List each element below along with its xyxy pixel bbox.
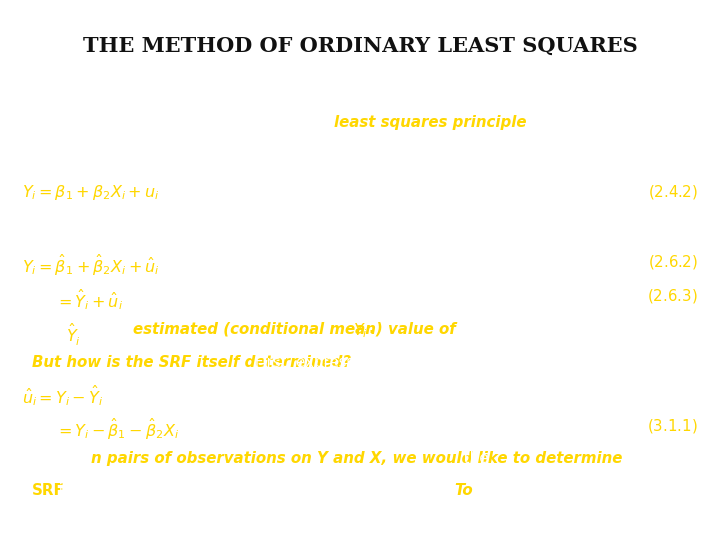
Text: $= Y_i - \hat{\beta}_1 - \hat{\beta}_2 X_i$: $= Y_i - \hat{\beta}_1 - \hat{\beta}_2 X… xyxy=(55,417,179,442)
Text: the: the xyxy=(459,451,488,467)
Text: where: where xyxy=(32,321,83,336)
Text: •: • xyxy=(18,355,27,370)
Text: .: . xyxy=(369,321,374,336)
Text: Recall the two-variable PRF:: Recall the two-variable PRF: xyxy=(32,149,242,164)
Text: .: . xyxy=(465,116,469,130)
Text: SRF: SRF xyxy=(32,483,65,498)
Text: $Y_i = \hat{\beta}_1 + \hat{\beta}_2 X_i + \hat{u}_i$: $Y_i = \hat{\beta}_1 + \hat{\beta}_2 X_i… xyxy=(22,253,160,278)
Text: $\hat{Y}^{\,}_i$: $\hat{Y}^{\,}_i$ xyxy=(66,321,81,348)
Text: •: • xyxy=(18,149,27,164)
Text: estimated (conditional mean) value of: estimated (conditional mean) value of xyxy=(133,321,461,336)
Text: $Y_i = \beta_1 + \beta_2 X_i + u_i$: $Y_i = \beta_1 + \beta_2 X_i + u_i$ xyxy=(22,183,160,202)
Text: •: • xyxy=(18,321,27,336)
Text: n pairs of observations on Y and X, we would like to determine: n pairs of observations on Y and X, we w… xyxy=(91,451,622,467)
Text: But how is the SRF itself determined?: But how is the SRF itself determined? xyxy=(32,355,351,370)
Text: THE METHOD OF ORDINARY LEAST SQUARES: THE METHOD OF ORDINARY LEAST SQUARES xyxy=(83,36,637,56)
Text: •: • xyxy=(18,217,27,232)
Text: $\hat{u}_i = Y_i - \hat{Y}_i$: $\hat{u}_i = Y_i - \hat{Y}_i$ xyxy=(22,383,104,408)
Text: this: this xyxy=(470,483,503,498)
Text: •: • xyxy=(18,116,27,130)
Text: $(2.6.3)$: $(2.6.3)$ xyxy=(647,287,698,305)
Text: To: To xyxy=(454,483,472,498)
Text: $Y_i$: $Y_i$ xyxy=(353,321,368,340)
Text: $= \hat{Y}_i + \hat{u}_i$: $= \hat{Y}_i + \hat{u}_i$ xyxy=(55,287,123,312)
Text: is the: is the xyxy=(88,321,139,336)
Text: $(3.1.1)$: $(3.1.1)$ xyxy=(647,417,698,435)
Text: Now given: Now given xyxy=(32,451,116,467)
Text: •: • xyxy=(18,451,27,467)
Text: end, we may adopt the following criterion:: end, we may adopt the following criterio… xyxy=(32,515,353,530)
Text: $(2.4.2)$: $(2.4.2)$ xyxy=(648,183,698,201)
Text: in such a manner that it is as close as possible to the actual Y.: in such a manner that it is as close as … xyxy=(54,483,532,498)
Text: $(2.6.2)$: $(2.6.2)$ xyxy=(648,253,698,271)
Text: The PRF is not directly observable. We estimate it from the SRF:: The PRF is not directly observable. We e… xyxy=(32,217,513,232)
Text: First, express (2.6.3) as: First, express (2.6.3) as xyxy=(250,355,431,370)
Text: least squares principle: least squares principle xyxy=(334,116,526,130)
Text: To understand this method, we first explain the: To understand this method, we first expl… xyxy=(32,116,394,130)
